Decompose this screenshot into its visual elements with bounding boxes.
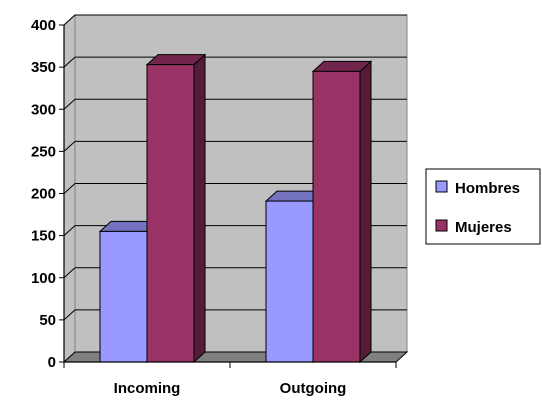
bar-mujeres-outgoing (311, 60, 373, 364)
bar-side-face (359, 60, 372, 364)
bars (98, 53, 373, 364)
y-tick-label: 50 (39, 312, 56, 329)
y-tick-label: 350 (31, 59, 56, 76)
y-tick-label: 400 (31, 17, 56, 34)
legend-label-mujeres: Mujeres (455, 219, 512, 236)
gridline-side (63, 141, 76, 152)
bar-front-face (312, 70, 361, 363)
gridline-side (63, 267, 76, 279)
bar-mujeres-incoming (145, 53, 207, 364)
legend: Hombres Mujeres (425, 168, 541, 245)
legend-swatch-mujeres (435, 219, 448, 232)
bar-side-face (193, 53, 206, 364)
y-tick-label: 0 (48, 354, 56, 371)
x-tick-label: Outgoing (280, 380, 347, 397)
y-tick-label: 200 (31, 186, 56, 203)
gridline-side (63, 98, 76, 110)
y-tick-label: 100 (31, 270, 56, 287)
bar-front-face (99, 230, 148, 363)
bar-front-face (146, 64, 195, 363)
x-axis: Incoming Outgoing (63, 361, 397, 397)
gridline-side (63, 56, 76, 68)
y-axis: 0 50 100 150 200 250 300 350 400 (31, 17, 65, 371)
gridline-side (63, 309, 76, 321)
bar-top-face (145, 54, 207, 66)
legend-label-hombres: Hombres (455, 180, 520, 197)
legend-swatch-hombres (435, 180, 448, 193)
gridline-side (63, 14, 76, 26)
bar-front-face (265, 200, 314, 363)
y-tick-label: 250 (31, 143, 56, 160)
gridline-side (63, 183, 76, 194)
y-tick-label: 150 (31, 228, 56, 245)
x-tick-label: Incoming (114, 380, 181, 397)
y-tick-label: 300 (31, 101, 56, 118)
bar-top-face (311, 60, 373, 72)
gridline-side (63, 225, 76, 236)
